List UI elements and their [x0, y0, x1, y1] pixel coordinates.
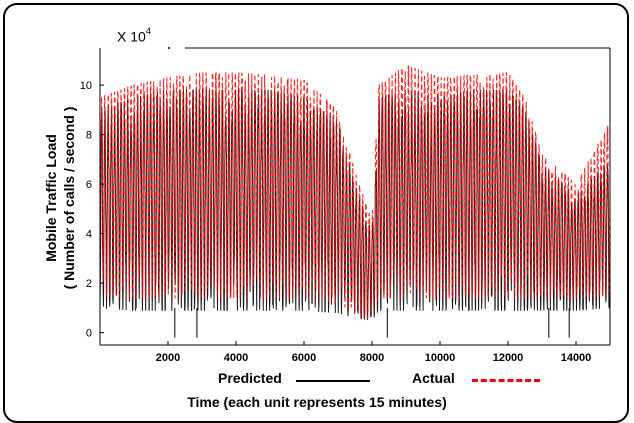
legend-predicted-line: [296, 380, 370, 382]
legend-actual-label: Actual: [412, 370, 455, 386]
x-tick-label: 6000: [292, 352, 316, 364]
x-tick-label: 8000: [360, 352, 384, 364]
x-tick-label: 10000: [425, 352, 456, 364]
y-axis-label-line1: Mobile Traffic Load: [43, 134, 59, 262]
y-axis-label: Mobile Traffic Load ( Number of calls / …: [10, 48, 110, 348]
y-tick-label: 10: [80, 80, 92, 92]
x-tick-label: 2000: [156, 352, 180, 364]
y-axis-label-line2: ( Number of calls / second ): [61, 106, 77, 290]
y-tick-label: 6: [86, 179, 92, 191]
x-tick-label: 14000: [561, 352, 592, 364]
legend-actual-line: [472, 379, 540, 382]
series-actual: [99, 65, 611, 319]
x-tick-label: 4000: [224, 352, 248, 364]
x-axis-label: Time (each unit represents 15 minutes): [187, 394, 447, 410]
y-tick-label: 2: [86, 278, 92, 290]
y-tick-label: 0: [86, 328, 92, 340]
y-tick-label: 8: [86, 130, 92, 142]
chart: 2000 4000 6000 8000 10000 12000 14000 0 2 4 6 8 10: [80, 47, 611, 364]
legend: Predicted Actual: [0, 370, 634, 390]
axis-dot: [168, 47, 170, 49]
legend-predicted-label: Predicted: [218, 370, 282, 386]
axis-multiplier: X 104: [117, 26, 151, 45]
x-tick-label: 12000: [493, 352, 524, 364]
y-tick-label: 4: [86, 229, 92, 241]
